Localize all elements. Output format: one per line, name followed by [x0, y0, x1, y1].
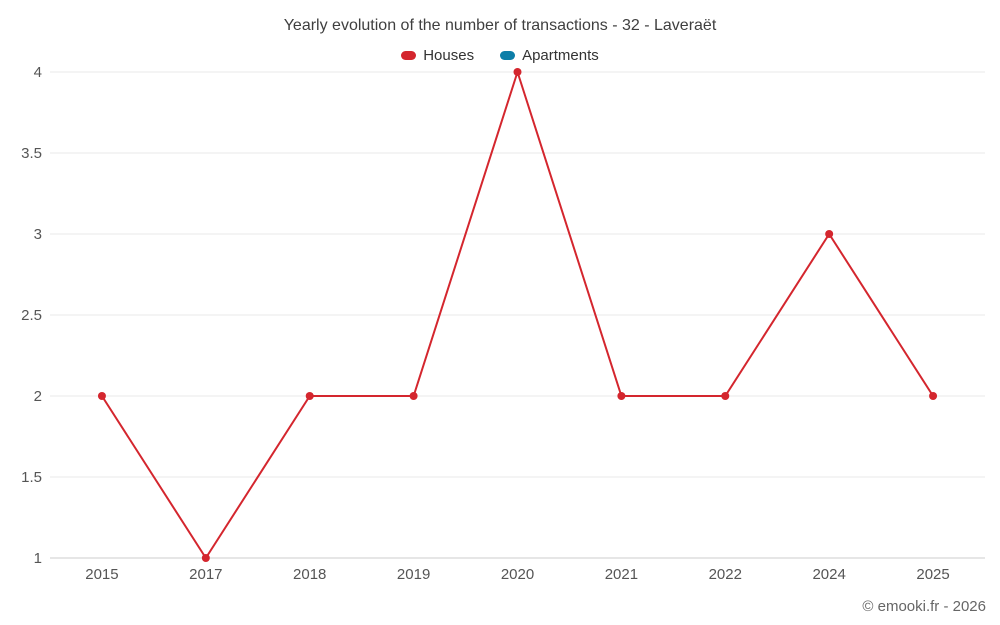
apartments-swatch-icon [500, 51, 516, 60]
x-axis-tick-label: 2021 [605, 566, 638, 583]
chart-title: Yearly evolution of the number of transa… [283, 17, 717, 34]
y-axis-tick-label: 3 [34, 226, 42, 243]
x-axis-tick-label: 2024 [812, 566, 845, 583]
houses-data-point [305, 392, 314, 400]
y-axis-tick-label: 1 [34, 550, 42, 567]
houses-data-point [409, 392, 418, 400]
houses-data-point [617, 392, 626, 400]
y-axis-tick-label: 1.5 [21, 469, 42, 486]
x-axis-tick-label: 2015 [85, 566, 118, 583]
legend-item-apartments[interactable]: Apartments [500, 47, 599, 64]
houses-data-point [929, 392, 938, 400]
houses-swatch-icon [401, 51, 417, 60]
legend-label-apartments: Apartments [522, 47, 599, 64]
legend-label-houses: Houses [423, 47, 475, 64]
chart-legend: Houses Apartments [0, 47, 1000, 64]
x-axis-tick-label: 2025 [916, 566, 949, 583]
x-axis-tick-label: 2019 [397, 566, 430, 583]
y-axis-tick-label: 2 [34, 388, 42, 405]
y-axis-tick-label: 4 [34, 64, 42, 81]
legend-item-houses[interactable]: Houses [401, 47, 474, 64]
x-axis-tick-label: 2022 [709, 566, 742, 583]
x-axis-tick-label: 2017 [189, 566, 222, 583]
houses-data-point [721, 392, 730, 400]
x-axis-tick-label: 2018 [293, 566, 326, 583]
watermark-credit: © emooki.fr - 2026 [862, 598, 986, 615]
y-axis-tick-label: 2.5 [21, 307, 42, 324]
houses-data-point [825, 230, 834, 238]
houses-data-point [201, 554, 210, 562]
y-axis-tick-label: 3.5 [21, 145, 42, 162]
houses-data-point [97, 392, 106, 400]
houses-data-point [513, 68, 522, 76]
x-axis-tick-label: 2020 [501, 566, 534, 583]
